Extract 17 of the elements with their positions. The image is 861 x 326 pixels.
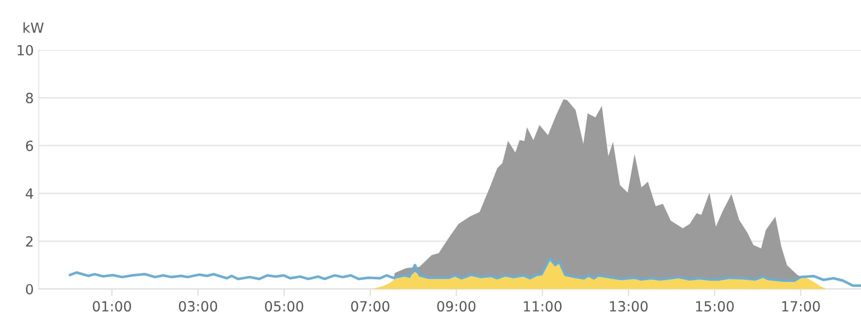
x-tick-label: 05:00 — [265, 301, 304, 312]
y-tick-label: 10 — [18, 44, 33, 56]
y-tick-label: 0 — [26, 284, 33, 294]
y-tick-label: 2 — [26, 236, 32, 246]
x-tick-label: 07:00 — [351, 301, 390, 312]
x-tick-label: 13:00 — [610, 301, 648, 312]
x-tick-label: 15:00 — [696, 301, 734, 312]
x-tick-label: 11:00 — [524, 301, 562, 312]
x-tick-label: 01:00 — [92, 301, 132, 312]
y-tick-label: 8 — [26, 92, 33, 104]
line-series — [68, 257, 861, 287]
y-axis-title: kW — [24, 22, 44, 33]
x-tick-label: 03:00 — [178, 301, 218, 312]
x-tick-label: 17:00 — [782, 301, 820, 312]
y-tick-label: 4 — [26, 188, 34, 199]
x-tick-label: 09:00 — [437, 301, 476, 312]
y-tick-label: 6 — [26, 140, 34, 152]
